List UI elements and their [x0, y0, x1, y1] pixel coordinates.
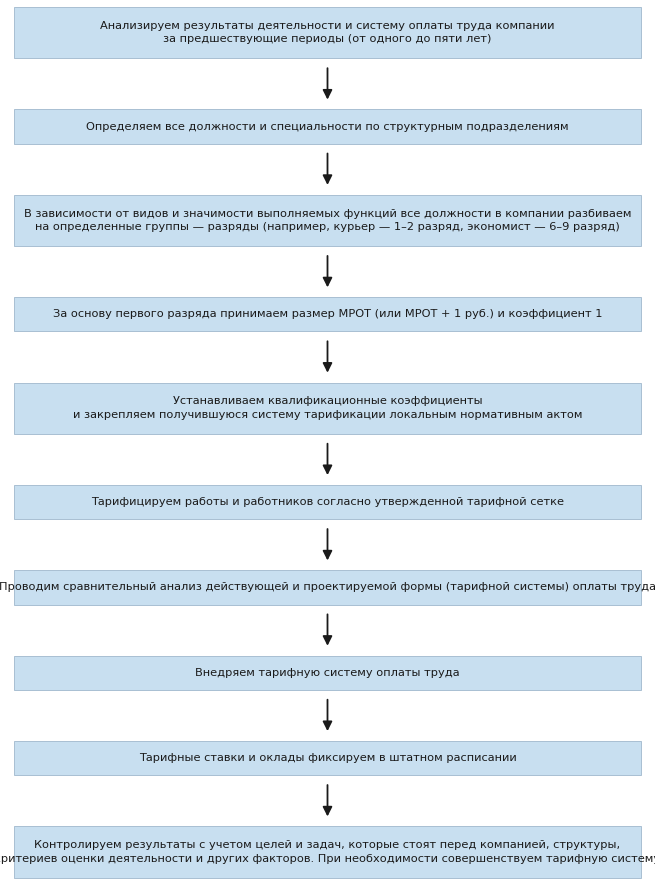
Text: Определяем все должности и специальности по структурным подразделениям: Определяем все должности и специальности…	[86, 122, 569, 131]
FancyBboxPatch shape	[14, 485, 641, 519]
Text: В зависимости от видов и значимости выполняемых функций все должности в компании: В зависимости от видов и значимости выпо…	[24, 209, 631, 232]
Text: Тарифные ставки и оклады фиксируем в штатном расписании: Тарифные ставки и оклады фиксируем в шта…	[139, 753, 516, 763]
FancyBboxPatch shape	[14, 7, 641, 58]
FancyBboxPatch shape	[14, 109, 641, 144]
Text: Анализируем результаты деятельности и систему оплаты труда компании
за предшеств: Анализируем результаты деятельности и си…	[100, 21, 555, 44]
FancyBboxPatch shape	[14, 383, 641, 434]
FancyBboxPatch shape	[14, 826, 641, 878]
FancyBboxPatch shape	[14, 741, 641, 775]
Text: Устанавливаем квалификационные коэффициенты
и закрепляем получившуюся систему та: Устанавливаем квалификационные коэффицие…	[73, 396, 582, 420]
FancyBboxPatch shape	[14, 297, 641, 332]
Text: Проводим сравнительный анализ действующей и проектируемой формы (тарифной систем: Проводим сравнительный анализ действующе…	[0, 582, 655, 593]
Text: Внедряем тарифную систему оплаты труда: Внедряем тарифную систему оплаты труда	[195, 668, 460, 677]
Text: За основу первого разряда принимаем размер МРОТ (или МРОТ + 1 руб.) и коэффициен: За основу первого разряда принимаем разм…	[53, 310, 602, 319]
Text: Тарифицируем работы и работников согласно утвержденной тарифной сетке: Тарифицируем работы и работников согласн…	[91, 497, 564, 507]
FancyBboxPatch shape	[14, 571, 641, 604]
Text: Контролируем результаты с учетом целей и задач, которые стоят перед компанией, с: Контролируем результаты с учетом целей и…	[0, 841, 655, 863]
FancyBboxPatch shape	[14, 195, 641, 246]
FancyBboxPatch shape	[14, 655, 641, 690]
